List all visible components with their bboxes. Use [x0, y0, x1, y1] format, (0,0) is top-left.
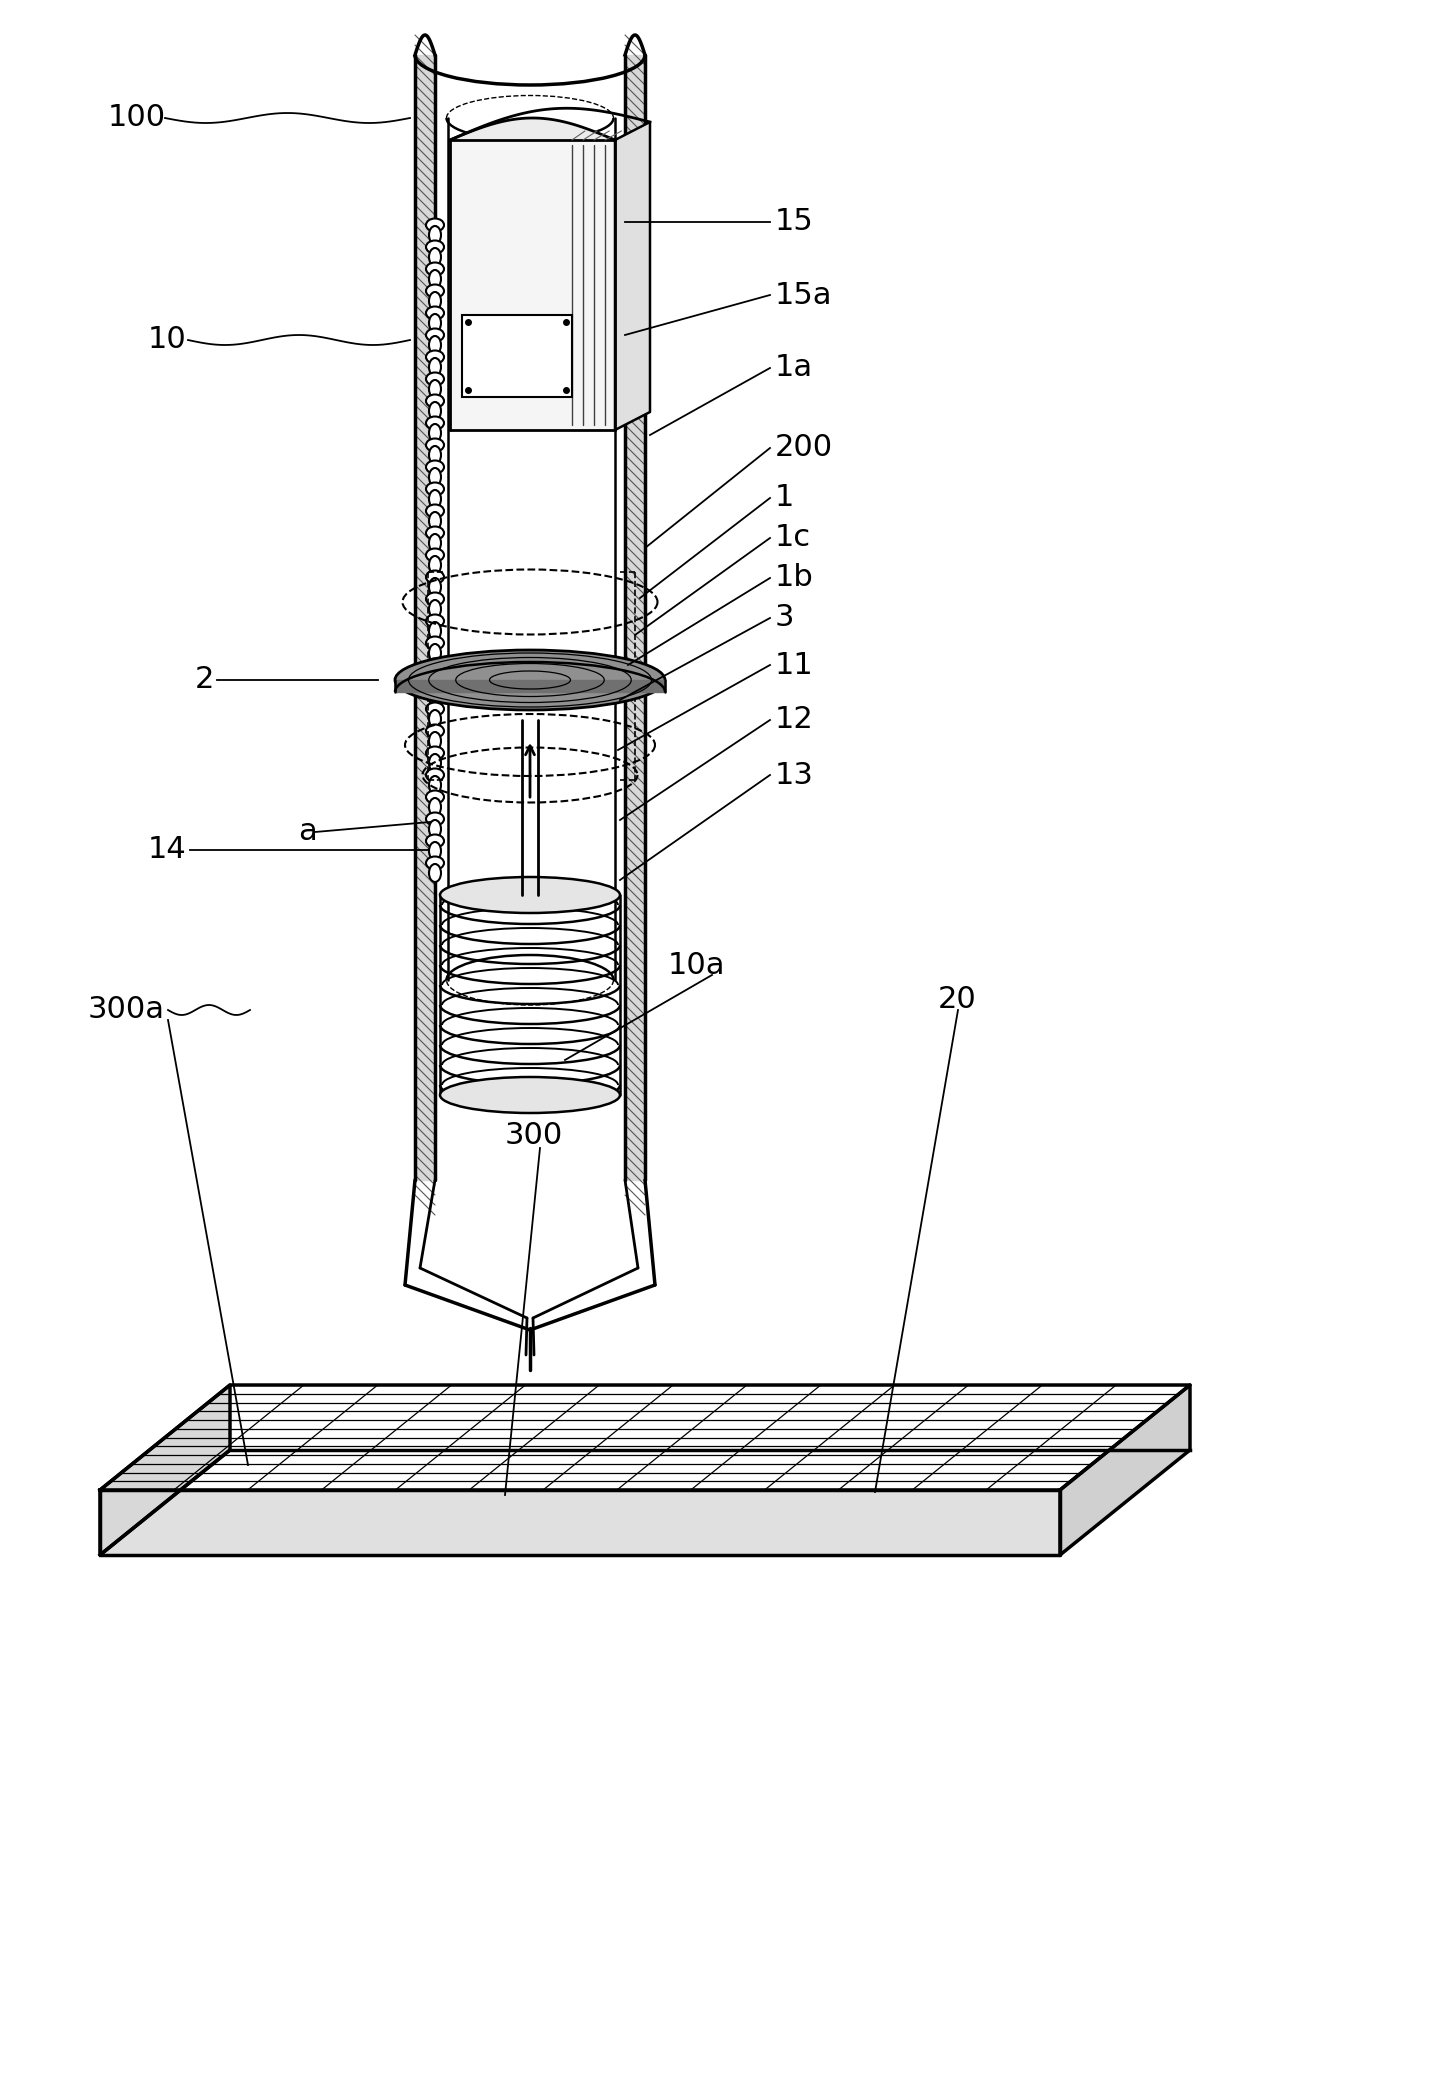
Ellipse shape — [429, 644, 440, 663]
Polygon shape — [615, 123, 650, 430]
Text: 3: 3 — [775, 603, 794, 632]
Ellipse shape — [429, 513, 440, 530]
Text: 12: 12 — [775, 705, 814, 734]
Ellipse shape — [429, 292, 440, 311]
Ellipse shape — [426, 659, 443, 671]
Ellipse shape — [426, 482, 443, 496]
Ellipse shape — [426, 505, 443, 517]
Text: 1c: 1c — [775, 523, 812, 553]
Polygon shape — [100, 1384, 1190, 1491]
Text: 14: 14 — [147, 836, 186, 865]
Ellipse shape — [429, 600, 440, 617]
Ellipse shape — [426, 329, 443, 342]
Polygon shape — [625, 54, 645, 1180]
Ellipse shape — [426, 680, 443, 694]
Ellipse shape — [426, 350, 443, 363]
Ellipse shape — [440, 1078, 619, 1113]
Ellipse shape — [426, 394, 443, 407]
Ellipse shape — [426, 703, 443, 715]
Ellipse shape — [426, 263, 443, 275]
Ellipse shape — [426, 438, 443, 452]
Ellipse shape — [429, 863, 440, 882]
Ellipse shape — [429, 819, 440, 838]
Ellipse shape — [426, 813, 443, 826]
Ellipse shape — [429, 225, 440, 244]
Polygon shape — [451, 140, 615, 430]
Polygon shape — [414, 54, 435, 1180]
Text: 300a: 300a — [88, 995, 165, 1024]
Ellipse shape — [426, 571, 443, 584]
Ellipse shape — [426, 746, 443, 759]
Ellipse shape — [426, 306, 443, 319]
Ellipse shape — [429, 688, 440, 707]
Ellipse shape — [429, 315, 440, 332]
Ellipse shape — [429, 732, 440, 751]
Ellipse shape — [429, 446, 440, 465]
Ellipse shape — [429, 359, 440, 375]
Text: 300: 300 — [505, 1120, 563, 1149]
FancyBboxPatch shape — [462, 315, 572, 396]
Ellipse shape — [426, 240, 443, 254]
Ellipse shape — [426, 461, 443, 473]
Ellipse shape — [429, 379, 440, 398]
Polygon shape — [451, 119, 615, 140]
Ellipse shape — [426, 723, 443, 738]
Ellipse shape — [426, 834, 443, 847]
Text: 200: 200 — [775, 434, 833, 463]
Ellipse shape — [429, 799, 440, 815]
Ellipse shape — [429, 423, 440, 442]
Ellipse shape — [429, 776, 440, 794]
Text: 100: 100 — [108, 104, 166, 133]
Ellipse shape — [426, 592, 443, 605]
Ellipse shape — [426, 636, 443, 651]
Ellipse shape — [429, 557, 440, 573]
Ellipse shape — [429, 711, 440, 728]
Ellipse shape — [426, 769, 443, 782]
Ellipse shape — [426, 857, 443, 869]
Polygon shape — [1060, 1384, 1190, 1555]
Ellipse shape — [426, 284, 443, 298]
Text: a: a — [297, 817, 316, 847]
Ellipse shape — [429, 621, 440, 640]
Polygon shape — [396, 680, 666, 692]
Ellipse shape — [429, 665, 440, 684]
Text: 15a: 15a — [775, 281, 833, 309]
Text: 1b: 1b — [775, 563, 814, 592]
Text: 15: 15 — [775, 208, 814, 236]
Text: 10a: 10a — [669, 951, 725, 980]
Text: 11: 11 — [775, 651, 814, 680]
Text: 1: 1 — [775, 484, 794, 513]
Ellipse shape — [426, 417, 443, 430]
Polygon shape — [100, 1491, 1060, 1555]
Ellipse shape — [426, 219, 443, 231]
Ellipse shape — [429, 402, 440, 419]
Ellipse shape — [429, 578, 440, 596]
Ellipse shape — [429, 490, 440, 509]
Ellipse shape — [429, 269, 440, 288]
Ellipse shape — [429, 467, 440, 486]
Ellipse shape — [429, 755, 440, 771]
Ellipse shape — [429, 534, 440, 553]
Ellipse shape — [429, 842, 440, 859]
Ellipse shape — [426, 790, 443, 803]
Text: 20: 20 — [939, 986, 976, 1015]
Ellipse shape — [429, 248, 440, 267]
Ellipse shape — [426, 615, 443, 628]
Text: 2: 2 — [195, 665, 214, 694]
Ellipse shape — [426, 528, 443, 540]
Text: 1a: 1a — [775, 354, 813, 382]
Ellipse shape — [426, 548, 443, 561]
Text: 10: 10 — [147, 325, 186, 354]
Ellipse shape — [440, 878, 619, 913]
Text: 13: 13 — [775, 761, 814, 790]
Ellipse shape — [429, 336, 440, 354]
Ellipse shape — [396, 651, 666, 711]
Polygon shape — [100, 1384, 230, 1555]
Ellipse shape — [426, 373, 443, 386]
